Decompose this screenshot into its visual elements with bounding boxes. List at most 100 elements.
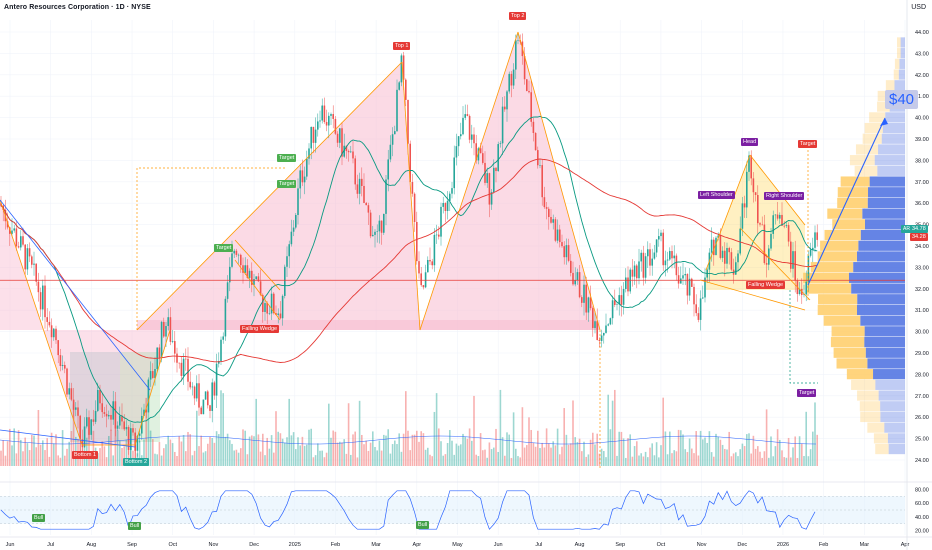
volume-bar [383, 434, 385, 466]
candle-body [145, 409, 147, 413]
volume-bar [248, 436, 251, 466]
candle-body [603, 332, 605, 336]
volume-bar [70, 431, 73, 466]
volume-bar [583, 441, 585, 466]
volume-bar [402, 433, 405, 466]
volume-bar [64, 455, 66, 466]
volume-bar [198, 446, 200, 466]
candle-body [387, 159, 389, 180]
vp-bar-yellow [832, 219, 866, 230]
candle-body [746, 171, 748, 208]
vp-bar-yellow [864, 122, 883, 134]
price-tick: 41.00 [915, 94, 929, 100]
volume-bar [559, 454, 561, 466]
candle-body [574, 280, 576, 285]
vp-bar-blue [860, 229, 905, 241]
volume-bar [211, 438, 213, 466]
candle-body [435, 234, 438, 236]
volume-bar [618, 431, 620, 466]
candle-body [803, 294, 805, 296]
candle-body [253, 279, 255, 285]
volume-bar [367, 450, 370, 466]
candle-body [730, 252, 733, 270]
time-tick: Nov [697, 542, 707, 548]
volume-bar [772, 456, 774, 466]
volume-bar [669, 431, 671, 466]
vp-bar-blue [858, 240, 905, 251]
candle-body [110, 414, 112, 420]
candle-body [490, 192, 493, 205]
candle-body [134, 432, 136, 451]
candle-body [255, 276, 257, 280]
volume-bar [477, 456, 480, 466]
candle-body [44, 285, 46, 318]
candle-body [741, 203, 744, 229]
volume-profile [803, 37, 905, 455]
price-tick: 28.00 [915, 372, 929, 378]
candle-body [244, 265, 246, 273]
volume-bar [405, 391, 407, 466]
volume-bar [259, 451, 262, 466]
volume-bar [240, 448, 242, 466]
candle-body [757, 194, 759, 224]
candle-body [451, 188, 453, 194]
volume-bar [391, 444, 394, 466]
volume-bar [358, 400, 361, 466]
volume-bar [231, 443, 233, 466]
candle-body [774, 214, 777, 216]
price-tick: 30.00 [915, 330, 929, 336]
vp-bar-blue [880, 401, 905, 412]
volume-bar [288, 398, 290, 466]
volume-bar [603, 451, 605, 466]
volume-bar [453, 454, 455, 466]
volume-bar [609, 429, 612, 466]
volume-bar [215, 431, 218, 466]
volume-bar [290, 435, 293, 466]
time-tick: Nov [209, 542, 219, 548]
time-tick: Aug [575, 542, 585, 548]
volume-bar [279, 433, 282, 466]
vp-bar-blue [884, 422, 905, 433]
volume-bar [644, 451, 647, 466]
volume-bar [636, 441, 638, 466]
candle-body [440, 206, 442, 237]
volume-bar [145, 397, 147, 466]
volume-bar [798, 436, 801, 466]
volume-bar [218, 434, 220, 466]
candle-body [299, 170, 301, 189]
volume-bar [792, 447, 794, 466]
candle-body [420, 273, 422, 286]
candle-body [310, 126, 312, 149]
candle-body [526, 79, 528, 91]
candle-body [336, 133, 339, 143]
candle-body [805, 281, 807, 295]
candle-body [385, 179, 387, 214]
candle-body [160, 321, 163, 358]
candle-body [400, 55, 403, 83]
candle-body [72, 399, 75, 410]
price-tick: 25.00 [915, 437, 929, 443]
volume-bar [759, 451, 761, 466]
volume-bar [125, 439, 128, 466]
volume-bar [213, 442, 216, 466]
candle-body [743, 203, 746, 208]
volume-bar [684, 449, 686, 466]
volume-bar [332, 430, 334, 466]
candle-body [17, 246, 20, 248]
candle-body [427, 259, 429, 273]
vp-bar-yellow [824, 229, 861, 241]
vp-bar-yellow [837, 197, 868, 209]
candle-body [141, 415, 143, 434]
candle-body [79, 415, 81, 440]
candle-body [13, 228, 15, 231]
volume-bar [409, 450, 411, 466]
candle-body [697, 313, 700, 320]
volume-bar [809, 449, 812, 466]
volume-bar [116, 430, 119, 466]
candle-body [442, 202, 444, 207]
candle-body [468, 115, 471, 140]
candle-body [365, 202, 367, 206]
volume-bar [72, 404, 75, 466]
candle-body [710, 239, 713, 253]
